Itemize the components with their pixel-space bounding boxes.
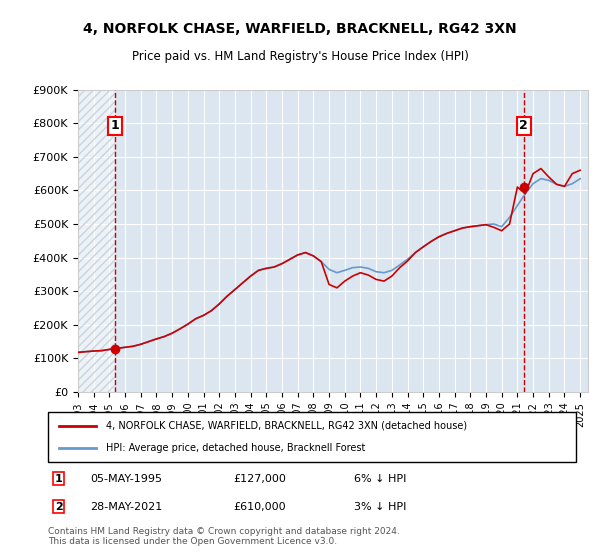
- Text: 1: 1: [110, 119, 119, 132]
- FancyBboxPatch shape: [48, 412, 576, 462]
- Text: 3% ↓ HPI: 3% ↓ HPI: [354, 502, 407, 512]
- Text: Price paid vs. HM Land Registry's House Price Index (HPI): Price paid vs. HM Land Registry's House …: [131, 50, 469, 63]
- Text: 05-MAY-1995: 05-MAY-1995: [90, 474, 162, 484]
- Text: 6% ↓ HPI: 6% ↓ HPI: [354, 474, 407, 484]
- Text: Contains HM Land Registry data © Crown copyright and database right 2024.
This d: Contains HM Land Registry data © Crown c…: [48, 526, 400, 546]
- Text: 2: 2: [55, 502, 62, 512]
- Text: £610,000: £610,000: [233, 502, 286, 512]
- Text: 4, NORFOLK CHASE, WARFIELD, BRACKNELL, RG42 3XN: 4, NORFOLK CHASE, WARFIELD, BRACKNELL, R…: [83, 22, 517, 36]
- Text: 28-MAY-2021: 28-MAY-2021: [90, 502, 163, 512]
- Text: 1: 1: [55, 474, 62, 484]
- Text: 2: 2: [520, 119, 528, 132]
- Text: HPI: Average price, detached house, Bracknell Forest: HPI: Average price, detached house, Brac…: [106, 443, 365, 453]
- Text: £127,000: £127,000: [233, 474, 286, 484]
- Text: 4, NORFOLK CHASE, WARFIELD, BRACKNELL, RG42 3XN (detached house): 4, NORFOLK CHASE, WARFIELD, BRACKNELL, R…: [106, 421, 467, 431]
- FancyBboxPatch shape: [78, 90, 115, 392]
